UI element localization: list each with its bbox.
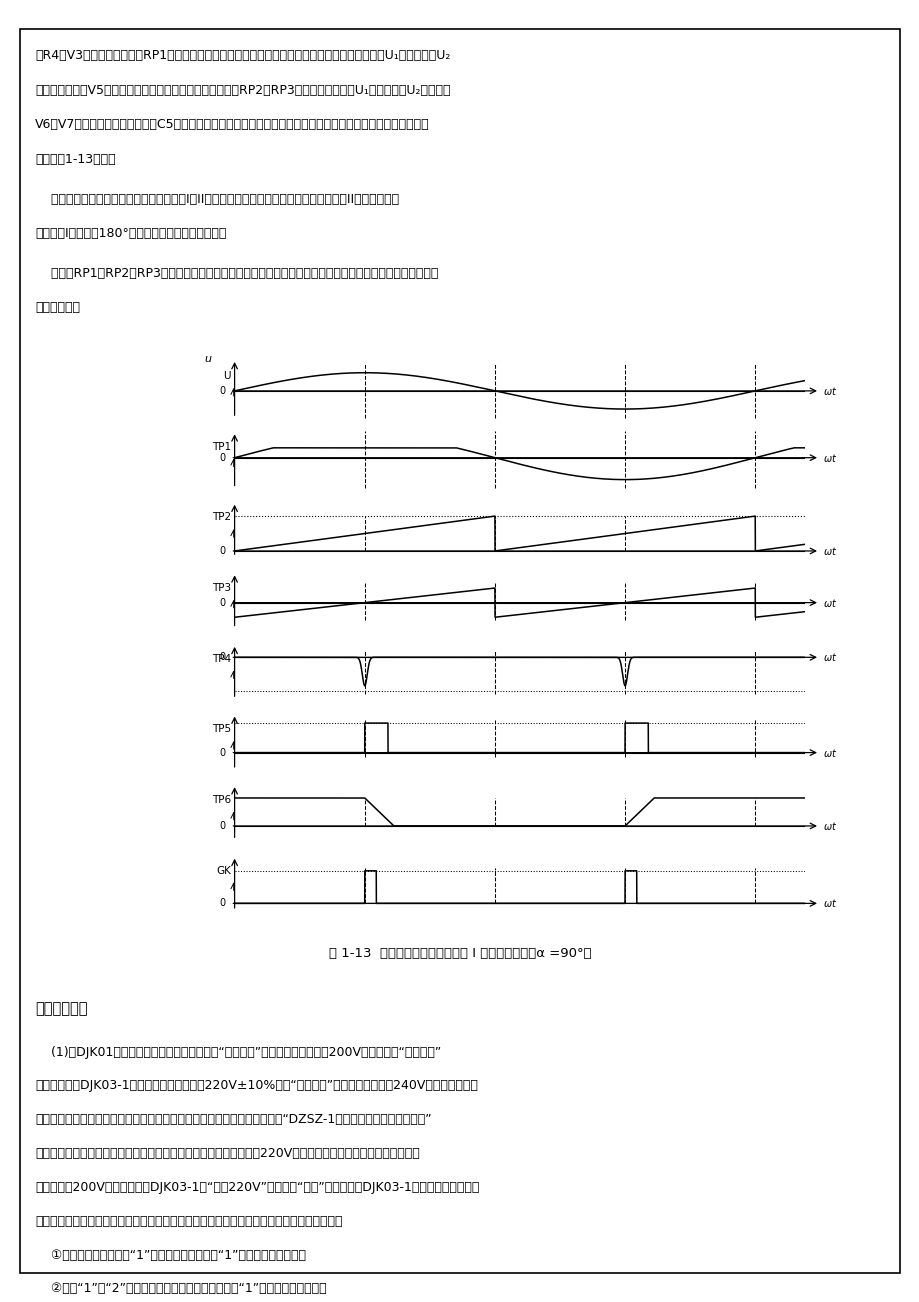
Text: 0: 0 — [220, 822, 225, 831]
Text: 0: 0 — [220, 385, 225, 396]
Text: 俧工作，因为DJK03-1的正常工作电源电压为220V±10%，而“交流调速”俧输出的线电压为240V。如果输入电压: 俧工作，因为DJK03-1的正常工作电源电压为220V±10%，而“交流调速”俧… — [35, 1079, 477, 1092]
Text: 讽R4、V3放电。调节电位器RP1可以调节恒流源的电流大小，从而改变了锯齿波的斜率。控制电压U₁、偏移电压U₂: 讽R4、V3放电。调节电位器RP1可以调节恒流源的电流大小，从而改变了锯齿波的斜… — [35, 49, 449, 62]
Text: $\omega t$: $\omega t$ — [823, 897, 836, 909]
Text: 0: 0 — [220, 747, 225, 758]
Text: 面板上引出。: 面板上引出。 — [35, 301, 80, 314]
Text: 0: 0 — [220, 898, 225, 909]
Text: u: u — [204, 354, 211, 365]
Text: $\omega t$: $\omega t$ — [823, 596, 836, 608]
Text: 冲相位与I恰好互差180°，供单相整流及逆变实验用。: 冲相位与I恰好互差180°，供单相整流及逆变实验用。 — [35, 227, 226, 240]
Text: (1)将DJK01电源控制屏的电源选择开关打到“直流调速”俧，使输出线电压为200V（不能打到“交流调速”: (1)将DJK01电源控制屏的电源选择开关打到“直流调速”俧，使输出线电压为20… — [35, 1046, 441, 1059]
Text: 0: 0 — [220, 598, 225, 608]
Text: TP5: TP5 — [211, 724, 231, 734]
Text: TP1: TP1 — [211, 441, 231, 452]
Text: 0: 0 — [220, 453, 225, 462]
Text: 波形如图1-13所示。: 波形如图1-13所示。 — [35, 152, 116, 165]
Text: 电位器RP1、RP2、RP3均已安装在挂筱的面板上，同步变压器副边已在挂筱内部接好，所有的测试信号都在: 电位器RP1、RP2、RP3均已安装在挂筱的面板上，同步变压器副边已在挂筱内部接… — [35, 267, 437, 280]
Text: GK: GK — [216, 866, 231, 875]
Text: 中所有的触发电路都开始工作，用双踪示波器观察锯齿波同步触发电路各观察孔的电压波形。: 中所有的触发电路都开始工作，用双踪示波器观察锯齿波同步触发电路各观察孔的电压波形… — [35, 1215, 342, 1228]
Text: $\omega t$: $\omega t$ — [823, 385, 836, 397]
Text: $\omega t$: $\omega t$ — [823, 820, 836, 832]
Text: TP3: TP3 — [211, 583, 231, 592]
Text: ②观察“1”、“2”点的电压波形，了解锯齿波宽度和“1”点电压波形的关系。: ②观察“1”、“2”点的电压波形，了解锯齿波宽度和“1”点电压波形的关系。 — [35, 1282, 326, 1295]
Text: 两根导线将200V交流电压接到DJK03-1的“外接220V”端，按下“启动”按鈕，打开DJK03-1电源开关，这时挂件: 两根导线将200V交流电压接到DJK03-1的“外接220V”端，按下“启动”按… — [35, 1181, 479, 1194]
Text: 四、实验步骤: 四、实验步骤 — [35, 1001, 87, 1017]
Text: TP6: TP6 — [211, 796, 231, 805]
Text: $\omega t$: $\omega t$ — [823, 546, 836, 557]
Text: TP2: TP2 — [211, 513, 231, 522]
Text: V6、V7构成脉冲形成放大环节，C5为强触发电容改善脉冲的前沿，由脉冲变压器输出触发脉冲，电路的各点电压: V6、V7构成脉冲形成放大环节，C5为强触发电容改善脉冲的前沿，由脉冲变压器输出… — [35, 118, 429, 132]
Text: 超出其标准工作范围，挂件的使用寿命将减少，甚至会导致挂件的损坏。在“DZSZ-1型电机及自动控制实验装置”: 超出其标准工作范围，挂件的使用寿命将减少，甚至会导致挂件的损坏。在“DZSZ-1… — [35, 1113, 431, 1126]
Text: 0: 0 — [220, 546, 225, 556]
Text: U: U — [223, 371, 231, 381]
Text: 本装置有两路锯齿波同步移相触发电路，I和II，在电路上完全一样，只是锯齿波触发电路II输出的触发脉: 本装置有两路锯齿波同步移相触发电路，I和II，在电路上完全一样，只是锯齿波触发电… — [35, 193, 399, 206]
Text: $\omega t$: $\omega t$ — [823, 746, 836, 759]
Text: TP4: TP4 — [211, 654, 231, 664]
Text: $\omega t$: $\omega t$ — [823, 452, 836, 464]
Text: 图 1-13  锯齿波同步移相触发电路 I 各点电压波形（α =90°）: 图 1-13 锯齿波同步移相触发电路 I 各点电压波形（α =90°） — [328, 947, 591, 960]
Text: ①同时观察同步电压和“1”点的电压波形，了解“1”点波形形成的原因。: ①同时观察同步电压和“1”点的电压波形，了解“1”点波形形成的原因。 — [35, 1249, 306, 1262]
Text: 0: 0 — [220, 652, 225, 663]
Text: $\omega t$: $\omega t$ — [823, 651, 836, 663]
Text: 上使用时，通过操作控制屏左侧的自藕调压器，将输出的线电压调到220V左右，然后才能将电源接入挂件），用: 上使用时，通过操作控制屏左侧的自藕调压器，将输出的线电压调到220V左右，然后才… — [35, 1147, 419, 1160]
Text: 和锯齿波电压在V5基极综合叠加，从而构成移相控制环节，RP2、RP3分别调节控制电压U₁和偏移电压U₂的大小。: 和锯齿波电压在V5基极综合叠加，从而构成移相控制环节，RP2、RP3分别调节控制… — [35, 83, 450, 96]
